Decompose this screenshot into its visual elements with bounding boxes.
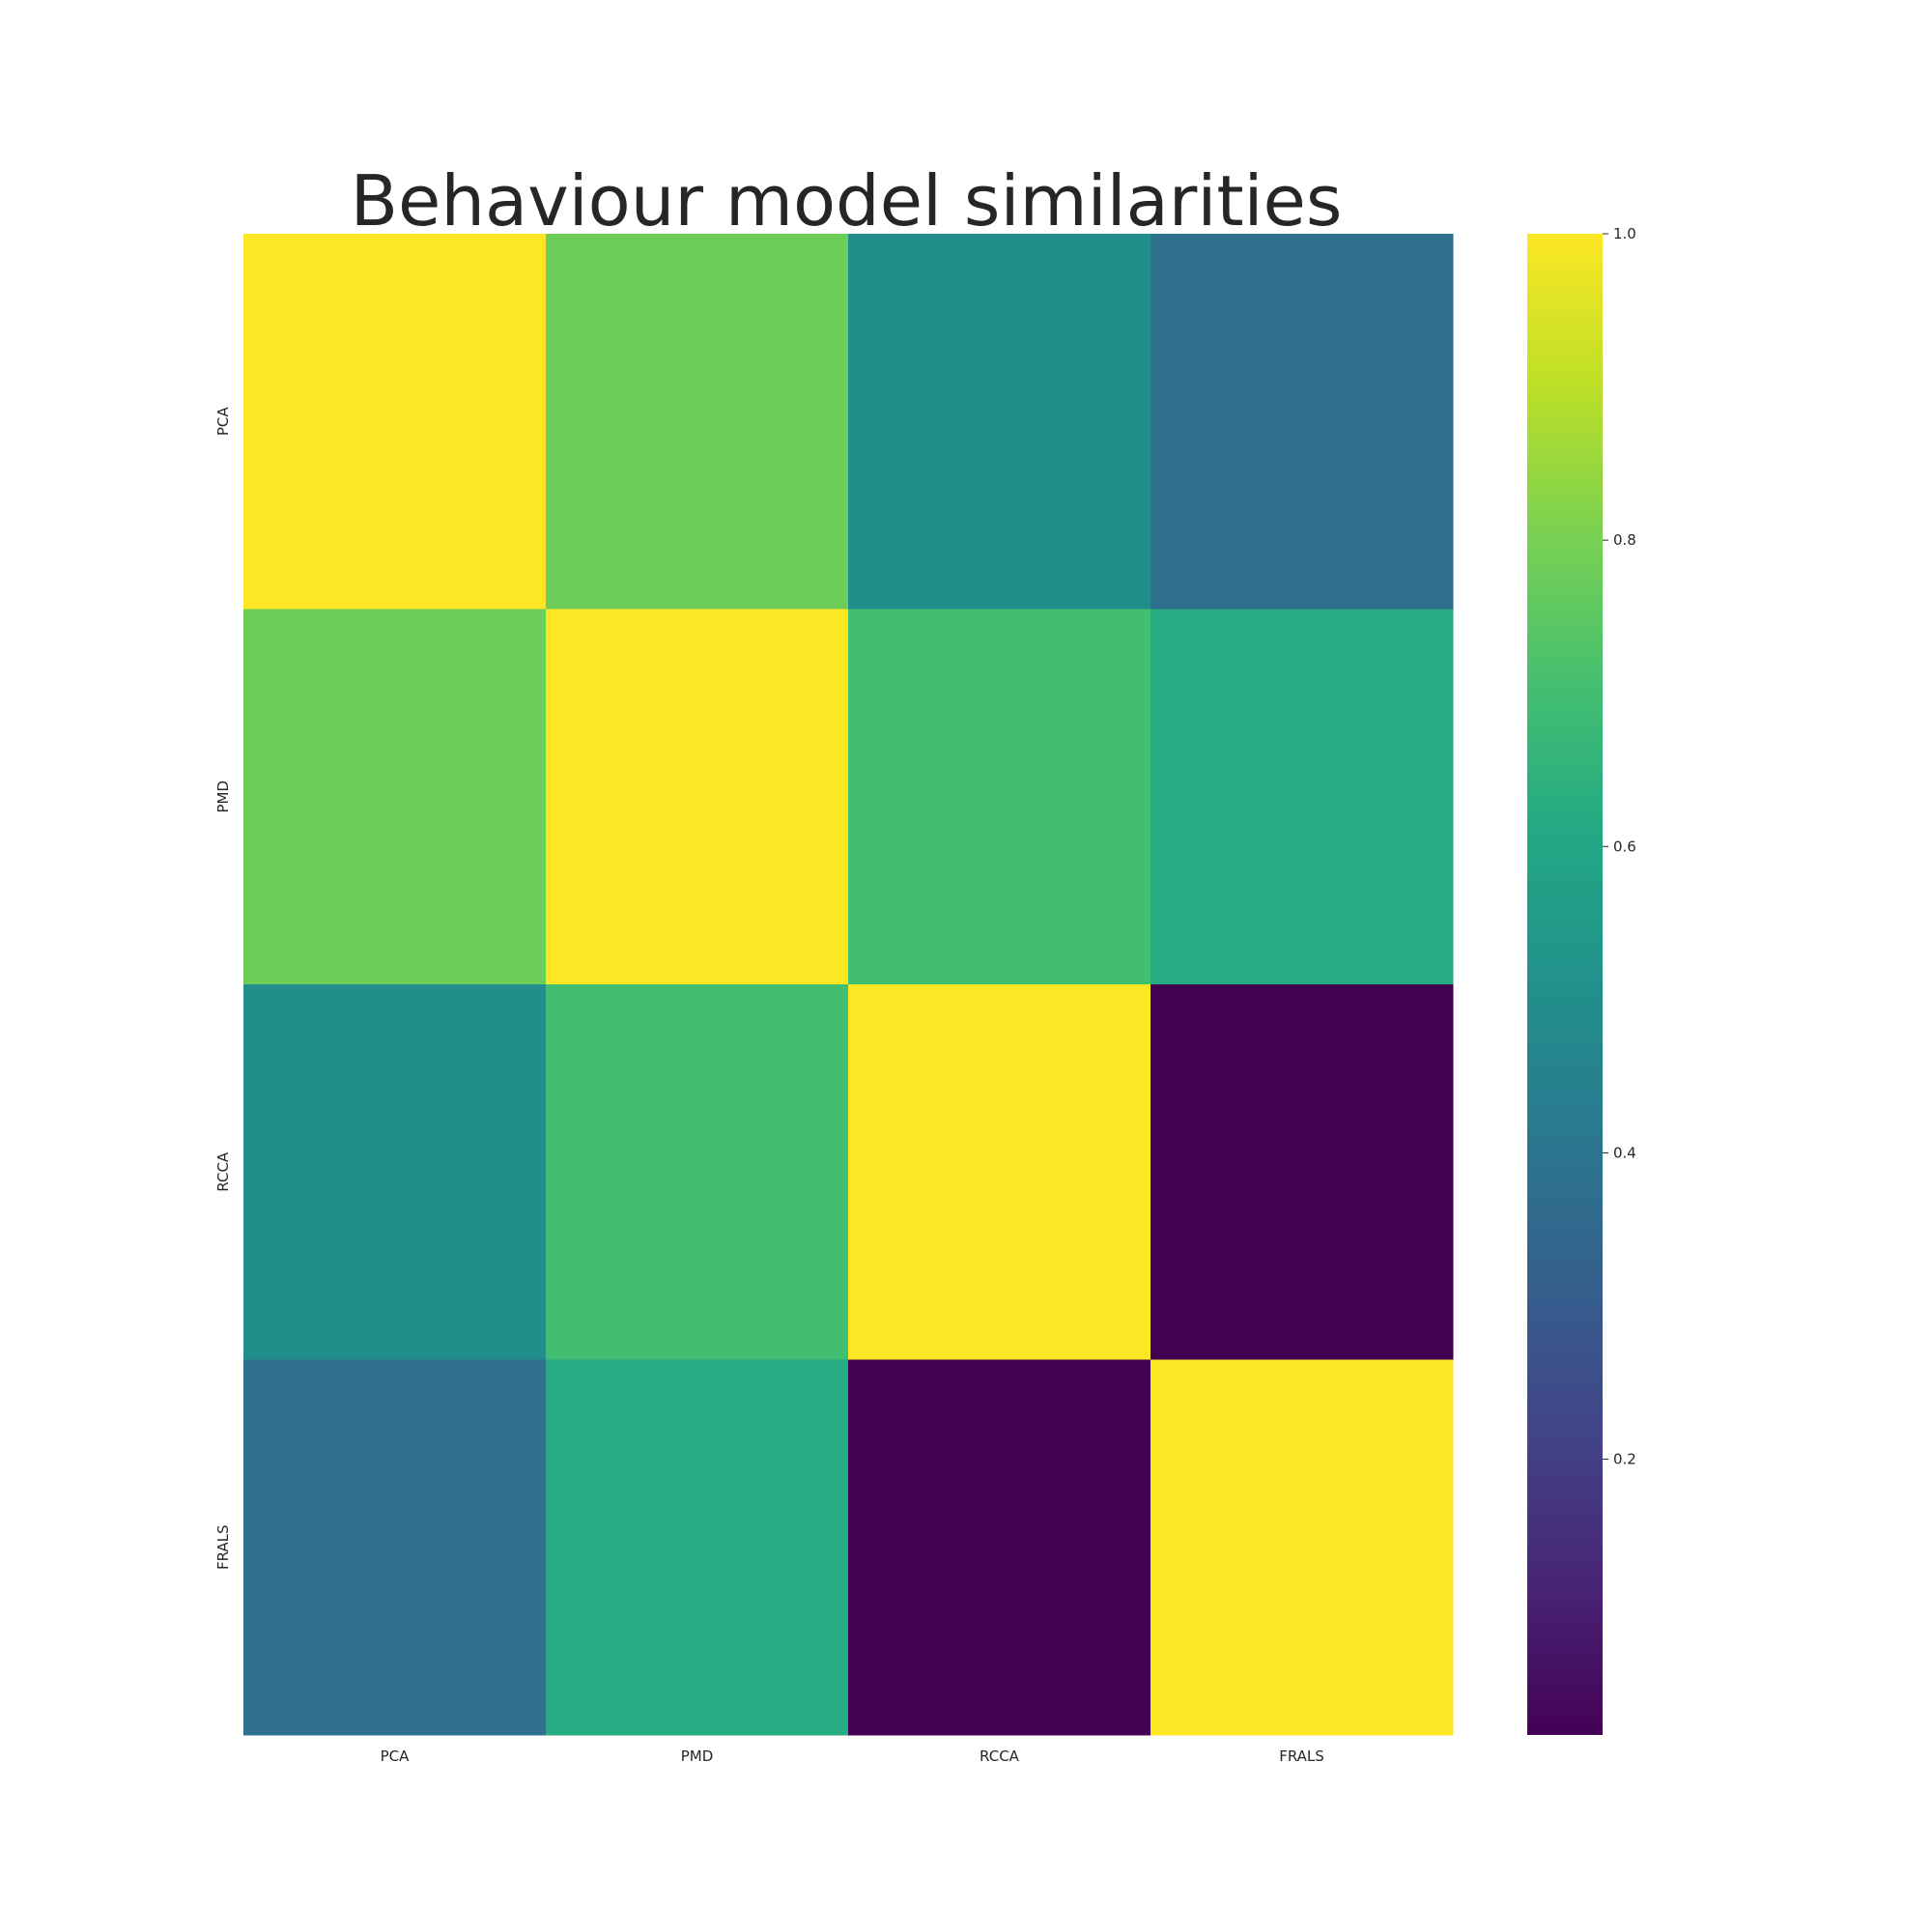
colorbar-tick-label: 0.6	[1613, 838, 1636, 855]
y-tick-label: FRALS	[214, 1524, 232, 1570]
x-tick-label: PCA	[381, 1747, 411, 1765]
heatmap-cell-pmd-frals	[1151, 609, 1454, 985]
chart-title: Behaviour model similarities	[351, 160, 1343, 242]
colorbar-tick-label: 0.8	[1613, 531, 1636, 549]
x-tick-label: RCCA	[980, 1747, 1020, 1765]
colorbar-tick-label: 1.0	[1613, 225, 1636, 242]
colorbar-tick-label: 0.2	[1613, 1451, 1636, 1468]
heatmap-cell-pca-pmd	[546, 234, 849, 610]
colorbar	[1527, 234, 1603, 1735]
heatmap-cell-frals-pmd	[546, 1359, 849, 1736]
heatmap-cell-rcca-pca	[243, 984, 547, 1360]
heatmap-cell-frals-pca	[243, 1359, 547, 1736]
x-tick-label: FRALS	[1279, 1747, 1324, 1765]
heatmap-cell-pca-rcca	[848, 234, 1151, 610]
heatmap-cell-frals-frals	[1151, 1359, 1454, 1736]
colorbar-tick-label: 0.4	[1613, 1144, 1636, 1161]
x-tick-labels: PCA PMD RCCA FRALS	[381, 1747, 1324, 1765]
heatmap-cell-pmd-rcca	[848, 609, 1151, 985]
x-tick-label: PMD	[681, 1747, 714, 1765]
colorbar-ticks: 0.2 0.4 0.6 0.8 1.0	[1603, 225, 1636, 1468]
heatmap-cell-frals-rcca	[848, 1359, 1151, 1736]
heatmap-cell-pca-frals	[1151, 234, 1454, 610]
y-tick-label: PCA	[214, 407, 232, 437]
y-tick-label: RCCA	[214, 1151, 232, 1192]
heatmap-cell-pmd-pmd	[546, 609, 849, 985]
y-tick-labels: PCA PMD RCCA FRALS	[214, 407, 232, 1570]
heatmap-cell-pca-pca	[243, 234, 547, 610]
heatmap-cell-rcca-frals	[1151, 984, 1454, 1360]
heatmap-cell-rcca-pmd	[546, 984, 849, 1360]
heatmap-cell-pmd-pca	[243, 609, 547, 985]
heatmap-cell-rcca-rcca	[848, 984, 1151, 1360]
heatmap-cells	[243, 234, 1454, 1736]
y-tick-label: PMD	[214, 781, 232, 813]
